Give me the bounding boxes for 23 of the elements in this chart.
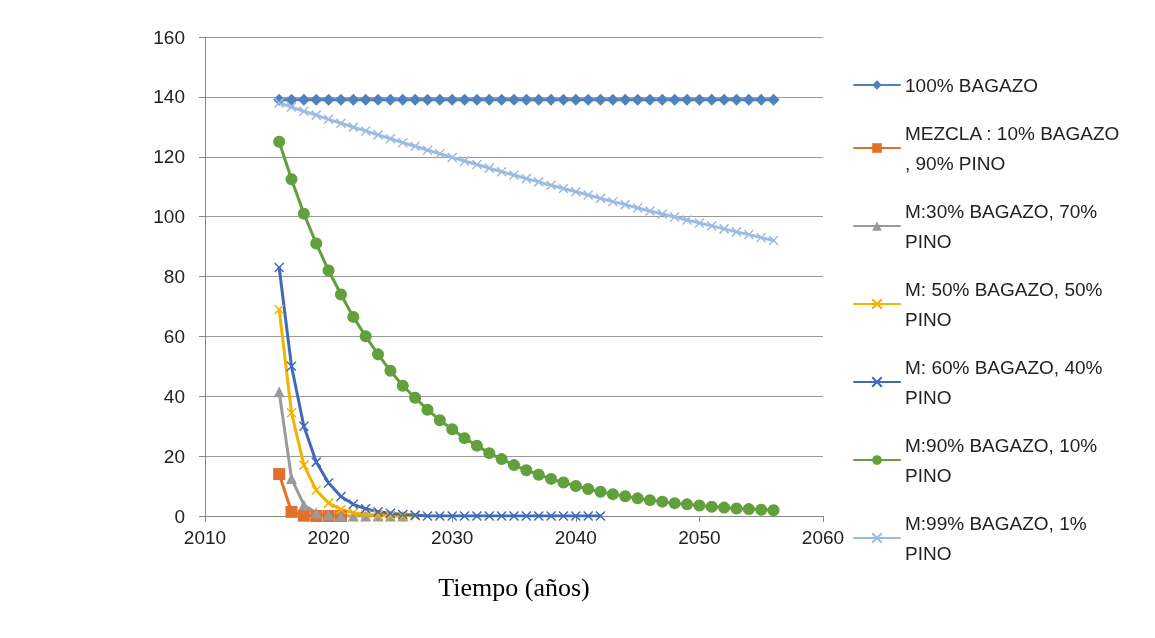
legend-label: M: 60% BAGAZO, 40% PINO [905, 356, 1108, 408]
y-tick-label: 40 [163, 385, 185, 407]
legend-label: M:90% BAGAZO, 10% PINO [905, 434, 1103, 486]
legend-label: 100% BAGAZO [905, 74, 1039, 96]
y-tick-label: 140 [153, 86, 185, 108]
legend-label: M:99% BAGAZO, 1% PINO [905, 512, 1092, 564]
x-axis-title: Tiempo (años) [438, 572, 590, 602]
y-tick-label: 160 [153, 26, 185, 48]
x-tick-label: 2040 [554, 527, 597, 548]
x-tick-label: 2030 [431, 527, 474, 548]
x-tick-label: 2010 [183, 527, 227, 548]
x-tick-label: 2050 [678, 527, 721, 548]
y-tick-label: 120 [153, 146, 185, 168]
x-tick-label: 2060 [801, 527, 845, 548]
y-tick-label: 80 [163, 266, 185, 287]
legend-label: M:30% BAGAZO, 70% PINO [905, 200, 1103, 252]
x-tick-label: 2020 [307, 527, 350, 548]
y-tick-label: 60 [163, 325, 185, 347]
legend-label: M: 50% BAGAZO, 50% PINO [905, 278, 1108, 330]
legend-label: MEZCLA : 10% BAGAZO, 90% PINO [905, 122, 1120, 174]
y-tick-label: 0 [174, 505, 185, 527]
y-tick-label: 20 [163, 445, 185, 467]
y-tick-label: 100 [153, 206, 185, 228]
